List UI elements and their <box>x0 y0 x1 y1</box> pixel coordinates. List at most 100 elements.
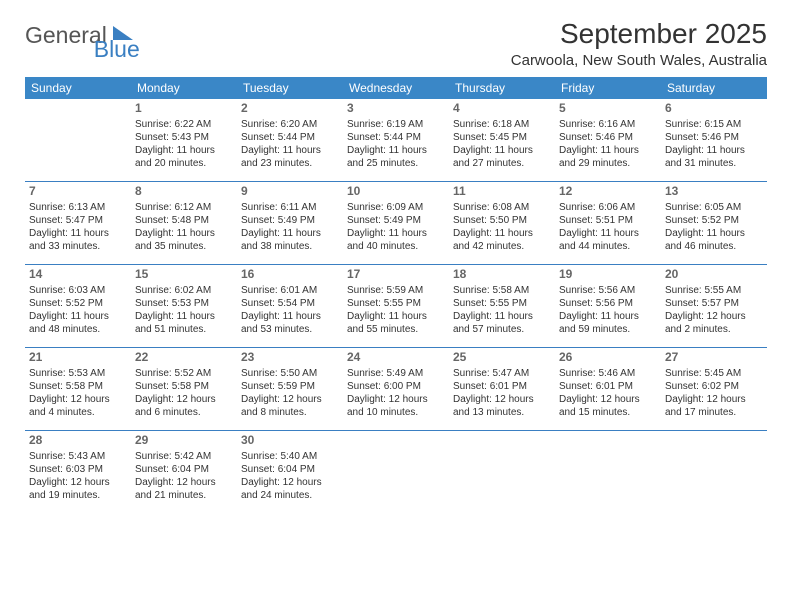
calendar-week-row: 7Sunrise: 6:13 AMSunset: 5:47 PMDaylight… <box>25 182 767 264</box>
sunset-line: Sunset: 5:58 PM <box>135 380 233 393</box>
day-number: 1 <box>135 101 233 117</box>
sunrise-line: Sunrise: 5:53 AM <box>29 367 127 380</box>
day-number: 6 <box>665 101 763 117</box>
calendar-cell: 16Sunrise: 6:01 AMSunset: 5:54 PMDayligh… <box>237 265 343 347</box>
sunrise-line: Sunrise: 6:06 AM <box>559 201 657 214</box>
calendar-table: SundayMondayTuesdayWednesdayThursdayFrid… <box>25 77 767 513</box>
daylight-line: Daylight: 11 hours and 20 minutes. <box>135 144 233 170</box>
calendar-week-row: 14Sunrise: 6:03 AMSunset: 5:52 PMDayligh… <box>25 265 767 347</box>
sunset-line: Sunset: 5:43 PM <box>135 131 233 144</box>
calendar-cell: 30Sunrise: 5:40 AMSunset: 6:04 PMDayligh… <box>237 431 343 513</box>
title-block: September 2025 Carwoola, New South Wales… <box>511 18 767 69</box>
daylight-line: Daylight: 11 hours and 40 minutes. <box>347 227 445 253</box>
daylight-line: Daylight: 12 hours and 24 minutes. <box>241 476 339 502</box>
daylight-line: Daylight: 12 hours and 8 minutes. <box>241 393 339 419</box>
sunrise-line: Sunrise: 5:52 AM <box>135 367 233 380</box>
day-number: 24 <box>347 350 445 366</box>
daylight-line: Daylight: 11 hours and 33 minutes. <box>29 227 127 253</box>
sunset-line: Sunset: 5:45 PM <box>453 131 551 144</box>
sunset-line: Sunset: 5:56 PM <box>559 297 657 310</box>
calendar-cell: 2Sunrise: 6:20 AMSunset: 5:44 PMDaylight… <box>237 99 343 181</box>
day-number: 10 <box>347 184 445 200</box>
sunset-line: Sunset: 5:52 PM <box>29 297 127 310</box>
day-number: 13 <box>665 184 763 200</box>
sunrise-line: Sunrise: 6:11 AM <box>241 201 339 214</box>
daylight-line: Daylight: 12 hours and 15 minutes. <box>559 393 657 419</box>
calendar-cell: 4Sunrise: 6:18 AMSunset: 5:45 PMDaylight… <box>449 99 555 181</box>
daylight-line: Daylight: 11 hours and 29 minutes. <box>559 144 657 170</box>
calendar-cell: 7Sunrise: 6:13 AMSunset: 5:47 PMDaylight… <box>25 182 131 264</box>
sunrise-line: Sunrise: 6:13 AM <box>29 201 127 214</box>
daylight-line: Daylight: 11 hours and 53 minutes. <box>241 310 339 336</box>
sunrise-line: Sunrise: 6:16 AM <box>559 118 657 131</box>
daylight-line: Daylight: 12 hours and 21 minutes. <box>135 476 233 502</box>
sunset-line: Sunset: 5:58 PM <box>29 380 127 393</box>
daylight-line: Daylight: 11 hours and 31 minutes. <box>665 144 763 170</box>
day-number: 23 <box>241 350 339 366</box>
sunset-line: Sunset: 5:48 PM <box>135 214 233 227</box>
sunset-line: Sunset: 6:03 PM <box>29 463 127 476</box>
calendar-cell: 27Sunrise: 5:45 AMSunset: 6:02 PMDayligh… <box>661 348 767 430</box>
sunset-line: Sunset: 5:47 PM <box>29 214 127 227</box>
calendar-cell: 13Sunrise: 6:05 AMSunset: 5:52 PMDayligh… <box>661 182 767 264</box>
calendar-cell: 22Sunrise: 5:52 AMSunset: 5:58 PMDayligh… <box>131 348 237 430</box>
sunset-line: Sunset: 5:46 PM <box>665 131 763 144</box>
daylight-line: Daylight: 12 hours and 4 minutes. <box>29 393 127 419</box>
day-number: 19 <box>559 267 657 283</box>
calendar-cell: 12Sunrise: 6:06 AMSunset: 5:51 PMDayligh… <box>555 182 661 264</box>
sunrise-line: Sunrise: 5:56 AM <box>559 284 657 297</box>
sunset-line: Sunset: 6:01 PM <box>559 380 657 393</box>
sunset-line: Sunset: 5:46 PM <box>559 131 657 144</box>
daylight-line: Daylight: 12 hours and 17 minutes. <box>665 393 763 419</box>
calendar-cell: 14Sunrise: 6:03 AMSunset: 5:52 PMDayligh… <box>25 265 131 347</box>
sunrise-line: Sunrise: 6:03 AM <box>29 284 127 297</box>
day-number: 2 <box>241 101 339 117</box>
sunrise-line: Sunrise: 6:05 AM <box>665 201 763 214</box>
sunrise-line: Sunrise: 5:58 AM <box>453 284 551 297</box>
day-number: 28 <box>29 433 127 449</box>
sunrise-line: Sunrise: 6:22 AM <box>135 118 233 131</box>
sunrise-line: Sunrise: 6:15 AM <box>665 118 763 131</box>
calendar-cell: 18Sunrise: 5:58 AMSunset: 5:55 PMDayligh… <box>449 265 555 347</box>
sunset-line: Sunset: 6:01 PM <box>453 380 551 393</box>
calendar-cell: 10Sunrise: 6:09 AMSunset: 5:49 PMDayligh… <box>343 182 449 264</box>
calendar-cell: 21Sunrise: 5:53 AMSunset: 5:58 PMDayligh… <box>25 348 131 430</box>
daylight-line: Daylight: 11 hours and 42 minutes. <box>453 227 551 253</box>
daylight-line: Daylight: 11 hours and 59 minutes. <box>559 310 657 336</box>
day-number: 16 <box>241 267 339 283</box>
daylight-line: Daylight: 11 hours and 27 minutes. <box>453 144 551 170</box>
sunrise-line: Sunrise: 5:42 AM <box>135 450 233 463</box>
sunset-line: Sunset: 5:57 PM <box>665 297 763 310</box>
calendar-cell: 19Sunrise: 5:56 AMSunset: 5:56 PMDayligh… <box>555 265 661 347</box>
sunrise-line: Sunrise: 6:18 AM <box>453 118 551 131</box>
sunrise-line: Sunrise: 5:43 AM <box>29 450 127 463</box>
day-number: 17 <box>347 267 445 283</box>
sunset-line: Sunset: 5:44 PM <box>241 131 339 144</box>
calendar-cell: 8Sunrise: 6:12 AMSunset: 5:48 PMDaylight… <box>131 182 237 264</box>
calendar-cell: 26Sunrise: 5:46 AMSunset: 6:01 PMDayligh… <box>555 348 661 430</box>
day-header: Tuesday <box>237 77 343 99</box>
sunrise-line: Sunrise: 5:49 AM <box>347 367 445 380</box>
day-number: 25 <box>453 350 551 366</box>
day-number: 30 <box>241 433 339 449</box>
calendar-cell: 29Sunrise: 5:42 AMSunset: 6:04 PMDayligh… <box>131 431 237 513</box>
logo-text-blue: Blue <box>94 36 140 62</box>
calendar-cell: 11Sunrise: 6:08 AMSunset: 5:50 PMDayligh… <box>449 182 555 264</box>
sunrise-line: Sunrise: 6:08 AM <box>453 201 551 214</box>
calendar-cell: 6Sunrise: 6:15 AMSunset: 5:46 PMDaylight… <box>661 99 767 181</box>
day-number: 21 <box>29 350 127 366</box>
day-header: Thursday <box>449 77 555 99</box>
calendar-cell: 9Sunrise: 6:11 AMSunset: 5:49 PMDaylight… <box>237 182 343 264</box>
sunset-line: Sunset: 6:04 PM <box>135 463 233 476</box>
day-header-row: SundayMondayTuesdayWednesdayThursdayFrid… <box>25 77 767 99</box>
day-number: 11 <box>453 184 551 200</box>
calendar-week-row: 21Sunrise: 5:53 AMSunset: 5:58 PMDayligh… <box>25 348 767 430</box>
sunset-line: Sunset: 5:44 PM <box>347 131 445 144</box>
sunset-line: Sunset: 6:04 PM <box>241 463 339 476</box>
day-header: Friday <box>555 77 661 99</box>
daylight-line: Daylight: 11 hours and 38 minutes. <box>241 227 339 253</box>
page-title: September 2025 <box>511 18 767 50</box>
sunrise-line: Sunrise: 6:20 AM <box>241 118 339 131</box>
daylight-line: Daylight: 11 hours and 55 minutes. <box>347 310 445 336</box>
daylight-line: Daylight: 11 hours and 35 minutes. <box>135 227 233 253</box>
